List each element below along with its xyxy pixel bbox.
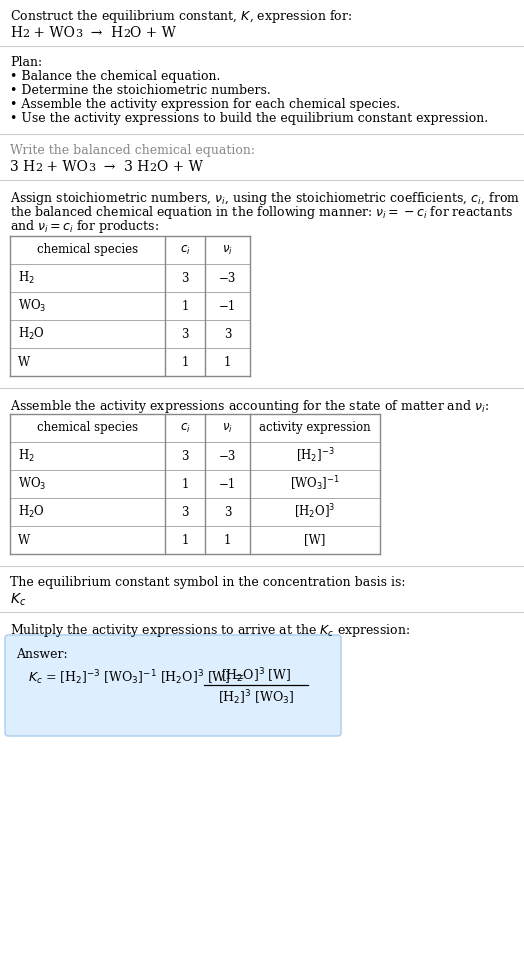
Text: 2: 2 xyxy=(149,163,157,173)
Text: 3: 3 xyxy=(224,505,231,519)
Text: 1: 1 xyxy=(224,533,231,547)
Text: H$_2$: H$_2$ xyxy=(18,269,35,286)
Text: Plan:: Plan: xyxy=(10,56,42,69)
Text: 2: 2 xyxy=(22,29,29,39)
Text: • Use the activity expressions to build the equilibrium constant expression.: • Use the activity expressions to build … xyxy=(10,112,488,125)
Text: 2: 2 xyxy=(35,163,42,173)
Text: and $\nu_i = c_i$ for products:: and $\nu_i = c_i$ for products: xyxy=(10,218,159,235)
Text: H$_2$: H$_2$ xyxy=(18,448,35,464)
Text: O + W: O + W xyxy=(157,160,202,174)
Text: the balanced chemical equation in the following manner: $\nu_i = -c_i$ for react: the balanced chemical equation in the fo… xyxy=(10,204,513,221)
Text: [WO$_3$]$^{-1}$: [WO$_3$]$^{-1}$ xyxy=(290,475,340,493)
Text: [H$_2$O]$^3$ [W]: [H$_2$O]$^3$ [W] xyxy=(221,666,291,685)
Text: WO$_3$: WO$_3$ xyxy=(18,476,46,492)
FancyBboxPatch shape xyxy=(5,635,341,736)
Text: [H$_2$O]$^3$: [H$_2$O]$^3$ xyxy=(294,503,336,522)
Text: Mulitply the activity expressions to arrive at the $K_c$ expression:: Mulitply the activity expressions to arr… xyxy=(10,622,410,639)
Text: 1: 1 xyxy=(224,356,231,368)
Text: W: W xyxy=(18,533,30,547)
Text: 1: 1 xyxy=(181,356,189,368)
Text: chemical species: chemical species xyxy=(37,244,138,256)
Text: −3: −3 xyxy=(219,450,236,462)
Text: • Assemble the activity expression for each chemical species.: • Assemble the activity expression for e… xyxy=(10,98,400,111)
Text: $c_i$: $c_i$ xyxy=(180,244,190,257)
Text: 1: 1 xyxy=(181,299,189,313)
Text: $K_c$ = [H$_2$]$^{-3}$ [WO$_3$]$^{-1}$ [H$_2$O]$^3$ [W] =: $K_c$ = [H$_2$]$^{-3}$ [WO$_3$]$^{-1}$ [… xyxy=(28,668,245,687)
Text: chemical species: chemical species xyxy=(37,422,138,434)
Text: + WO: + WO xyxy=(42,160,88,174)
Text: Write the balanced chemical equation:: Write the balanced chemical equation: xyxy=(10,144,255,157)
Text: 3: 3 xyxy=(75,29,82,39)
Text: 1: 1 xyxy=(181,478,189,490)
Text: $\nu_i$: $\nu_i$ xyxy=(222,421,233,434)
Text: [H$_2$]$^{-3}$: [H$_2$]$^{-3}$ xyxy=(296,447,334,465)
Text: Assign stoichiometric numbers, $\nu_i$, using the stoichiometric coefficients, $: Assign stoichiometric numbers, $\nu_i$, … xyxy=(10,190,520,207)
Text: 3: 3 xyxy=(181,271,189,285)
Text: 3: 3 xyxy=(88,163,95,173)
Text: W: W xyxy=(18,356,30,368)
Text: →  H: → H xyxy=(82,26,123,40)
Text: H: H xyxy=(10,26,22,40)
Text: [H$_2$]$^3$ [WO$_3$]: [H$_2$]$^3$ [WO$_3$] xyxy=(218,688,294,707)
Text: 3 H: 3 H xyxy=(10,160,35,174)
Text: 3: 3 xyxy=(181,328,189,340)
Text: Construct the equilibrium constant, $K$, expression for:: Construct the equilibrium constant, $K$,… xyxy=(10,8,352,25)
Text: $K_c$: $K_c$ xyxy=(10,592,26,608)
Text: • Balance the chemical equation.: • Balance the chemical equation. xyxy=(10,70,221,83)
Text: O + W: O + W xyxy=(130,26,176,40)
Text: −1: −1 xyxy=(219,299,236,313)
Text: −1: −1 xyxy=(219,478,236,490)
Text: $c_i$: $c_i$ xyxy=(180,421,190,434)
Text: 3: 3 xyxy=(181,505,189,519)
Text: H$_2$O: H$_2$O xyxy=(18,503,45,520)
Text: + WO: + WO xyxy=(29,26,75,40)
Text: H$_2$O: H$_2$O xyxy=(18,326,45,342)
Text: $\nu_i$: $\nu_i$ xyxy=(222,244,233,257)
Text: [W]: [W] xyxy=(304,533,326,547)
Text: 1: 1 xyxy=(181,533,189,547)
Text: WO$_3$: WO$_3$ xyxy=(18,298,46,314)
Text: →  3 H: → 3 H xyxy=(95,160,149,174)
Text: 2: 2 xyxy=(123,29,130,39)
Text: activity expression: activity expression xyxy=(259,422,371,434)
Text: Assemble the activity expressions accounting for the state of matter and $\nu_i$: Assemble the activity expressions accoun… xyxy=(10,398,489,415)
Text: Answer:: Answer: xyxy=(16,648,68,661)
Text: 3: 3 xyxy=(224,328,231,340)
Text: The equilibrium constant symbol in the concentration basis is:: The equilibrium constant symbol in the c… xyxy=(10,576,406,589)
Text: • Determine the stoichiometric numbers.: • Determine the stoichiometric numbers. xyxy=(10,84,271,97)
Text: −3: −3 xyxy=(219,271,236,285)
Text: 3: 3 xyxy=(181,450,189,462)
